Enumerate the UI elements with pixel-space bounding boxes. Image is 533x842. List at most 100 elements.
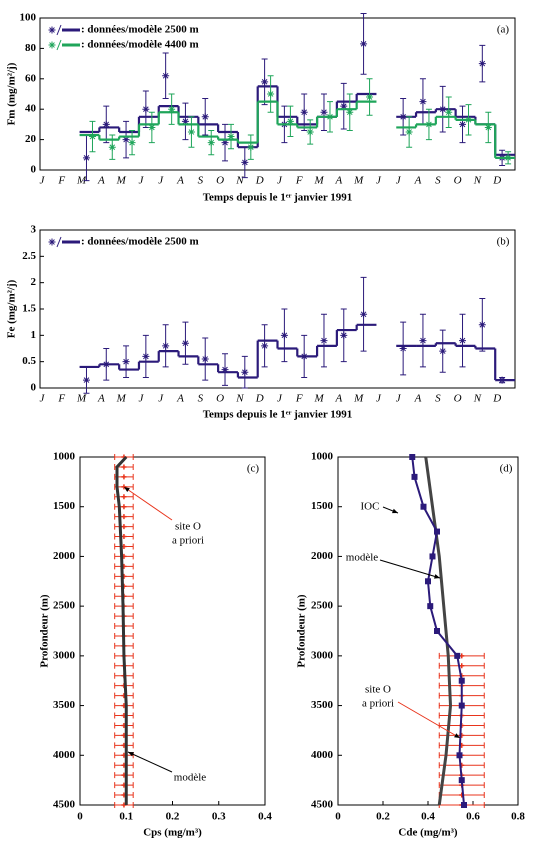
y-tick-label: 4500 <box>53 799 76 811</box>
observation <box>142 352 150 360</box>
x-tick-label: S <box>435 175 441 187</box>
observation <box>82 376 90 384</box>
panel-label: (a) <box>497 24 510 36</box>
annotation: a priori <box>172 535 204 547</box>
x-axis-label: Temps depuis le 1ᵉʳ janvier 1991 <box>203 409 353 421</box>
observation <box>261 78 269 86</box>
profile-marker <box>420 503 427 510</box>
observation <box>207 139 215 147</box>
a-priori-point <box>121 474 127 480</box>
a-priori-point <box>121 534 127 540</box>
observation <box>142 105 150 113</box>
legend-label: : données/modèle 4400 m <box>81 39 199 51</box>
y-tick-label: 3000 <box>53 649 76 661</box>
x-axis-label: Cde (mg/m³) <box>398 827 458 839</box>
observation <box>399 345 407 352</box>
x-tick-label: N <box>473 393 482 405</box>
observation <box>320 337 328 345</box>
profile-line <box>411 456 465 806</box>
y-tick-label: 40 <box>25 103 37 115</box>
profile-marker <box>458 702 465 709</box>
observation <box>148 123 156 131</box>
observation <box>286 117 294 125</box>
y-axis-label: Fe (mg/m²/j) <box>6 279 18 338</box>
annotation: IOC <box>361 501 380 513</box>
x-tick-label: O <box>216 393 224 405</box>
x-tick-label: O <box>454 393 462 405</box>
observation <box>162 72 170 80</box>
annotation: a priori <box>362 698 394 710</box>
profile-marker <box>434 628 440 634</box>
observation <box>82 154 90 162</box>
y-tick-label: 4500 <box>311 799 334 811</box>
observation <box>241 158 249 166</box>
observation <box>227 133 235 141</box>
observation <box>346 108 354 116</box>
y-tick-label: 2000 <box>53 550 76 562</box>
y-tick-label: 1 <box>31 329 37 341</box>
profile-line <box>424 456 453 806</box>
observation <box>280 331 288 339</box>
observation <box>459 120 467 128</box>
x-tick-label: 0 <box>335 811 341 823</box>
a-priori-point <box>121 504 127 510</box>
a-priori-point <box>121 494 127 500</box>
arrow-head <box>454 733 460 738</box>
y-tick-label: 60 <box>25 72 37 84</box>
x-tick-label: F <box>57 393 65 405</box>
y-tick-label: 2500 <box>311 600 334 612</box>
observation <box>360 40 368 48</box>
x-tick-label: J <box>158 393 164 405</box>
y-tick-label: 3000 <box>311 649 334 661</box>
x-tick-label: S <box>435 393 441 405</box>
y-tick-label: 3500 <box>53 699 76 711</box>
annotation-arrow <box>123 486 173 521</box>
observation <box>340 331 348 339</box>
y-tick-label: 1.5 <box>22 303 36 315</box>
observation <box>478 321 486 329</box>
y-tick-label: 4000 <box>311 749 334 761</box>
x-tick-label: A <box>414 175 422 187</box>
y-tick-label: 2.5 <box>22 250 36 262</box>
annotation-arrow <box>127 751 173 773</box>
profile-marker <box>429 553 436 560</box>
panel-label: (c) <box>247 463 260 475</box>
observation <box>122 136 130 144</box>
observation <box>478 60 486 68</box>
x-tick-label: J <box>158 175 164 187</box>
observation <box>459 337 467 345</box>
x-tick-label: S <box>198 175 204 187</box>
arrow-head <box>128 752 134 757</box>
x-axis-label: Temps depuis le 1ᵉʳ janvier 1991 <box>203 192 353 204</box>
observation <box>300 352 308 360</box>
y-tick-label: 0 <box>31 164 37 176</box>
legend-symbol <box>48 238 56 246</box>
profile-marker <box>427 603 434 610</box>
y-tick-label: 0 <box>31 382 37 394</box>
x-tick-label: O <box>216 175 224 187</box>
y-tick-label: 100 <box>20 12 37 24</box>
observation <box>439 105 447 113</box>
observation <box>181 117 189 125</box>
x-tick-label: D <box>492 393 501 405</box>
x-tick-label: 0.2 <box>376 811 390 823</box>
x-tick-label: F <box>295 175 303 187</box>
panel-label: (d) <box>500 463 513 475</box>
profile-marker <box>425 578 431 585</box>
observation <box>181 339 189 347</box>
x-tick-label: J <box>139 393 145 405</box>
x-tick-label: N <box>235 393 244 405</box>
observation <box>201 113 209 121</box>
x-tick-label: D <box>492 175 501 187</box>
arrow-head <box>434 574 440 579</box>
x-tick-label: 0.6 <box>466 811 480 823</box>
observation <box>360 310 368 318</box>
x-tick-label: A <box>176 175 184 187</box>
x-tick-label: M <box>76 175 87 187</box>
x-tick-label: D <box>255 175 264 187</box>
observation <box>168 105 176 113</box>
legend-slash <box>56 236 62 248</box>
a-priori-point <box>121 514 127 520</box>
x-tick-label: F <box>295 393 303 405</box>
